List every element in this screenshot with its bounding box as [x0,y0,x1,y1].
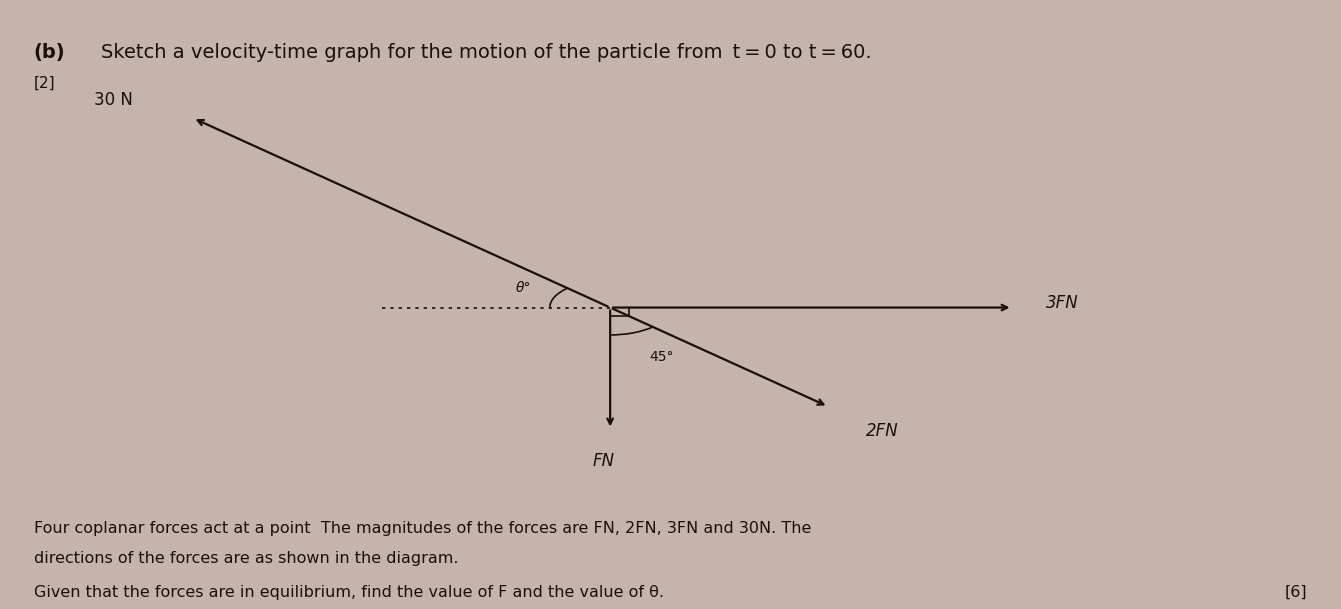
Text: θ°: θ° [515,281,531,295]
Text: Four coplanar forces act at a point  The magnitudes of the forces are FN, 2FN, 3: Four coplanar forces act at a point The … [34,521,811,536]
Text: [6]: [6] [1285,585,1307,600]
Text: 2FN: 2FN [865,422,898,440]
Text: 3FN: 3FN [1046,294,1078,312]
Text: [2]: [2] [34,76,55,91]
Text: (b): (b) [34,43,66,62]
Text: Given that the forces are in equilibrium, find the value of F and the value of θ: Given that the forces are in equilibrium… [34,585,664,600]
Text: directions of the forces are as shown in the diagram.: directions of the forces are as shown in… [34,551,459,566]
Text: Sketch a velocity-time graph for the motion of the particle from  t = 0 to t = 6: Sketch a velocity-time graph for the mot… [101,43,872,62]
Text: 30 N: 30 N [94,91,133,109]
Text: FN: FN [593,452,614,471]
Text: 45°: 45° [649,351,673,364]
